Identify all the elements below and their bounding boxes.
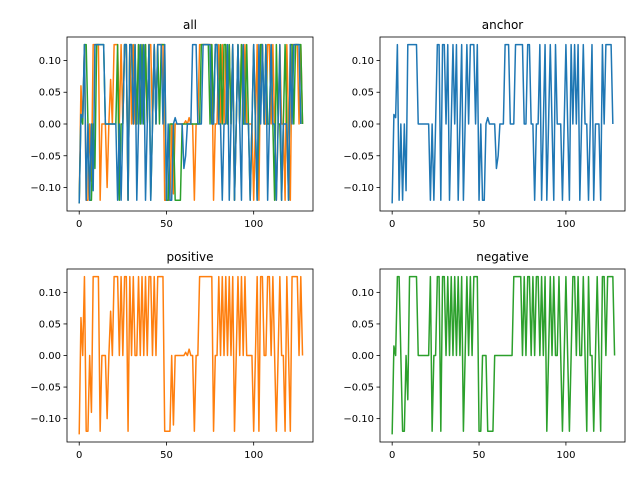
x-tick-label: 100	[556, 219, 575, 230]
series-line-anchor	[392, 45, 613, 204]
y-tick-label: 0.00	[39, 351, 61, 362]
y-tick-label: 0.05	[352, 88, 374, 99]
subplot-title: positive	[166, 250, 213, 264]
subplot-negative: 0 50 100 −0.10 −0.05 0.00 0.05 0.10 negative	[343, 250, 625, 461]
x-tick-label: 50	[473, 219, 486, 230]
y-tick-label: −0.10	[343, 414, 374, 425]
y-tick-label: 0.10	[39, 288, 61, 299]
y-tick-label: −0.10	[30, 183, 61, 194]
subplot-title: all	[183, 18, 197, 32]
x-tick-label: 50	[473, 450, 486, 461]
series-line-positive	[79, 277, 302, 435]
x-tick-label: 0	[389, 450, 395, 461]
subplot-positive: 0 50 100 −0.10 −0.05 0.00 0.05 0.10 positive	[30, 250, 313, 461]
subplot-title: negative	[476, 250, 528, 264]
y-tick-label: −0.05	[30, 151, 61, 162]
y-tick-label: −0.05	[30, 383, 61, 394]
y-tick-label: 0.05	[352, 319, 374, 330]
y-tick-label: −0.05	[343, 383, 374, 394]
y-tick-label: 0.10	[352, 56, 374, 67]
subplot-anchor: 0 50 100 −0.10 −0.05 0.00 0.05 0.10 anchor	[343, 18, 625, 230]
y-tick-label: −0.10	[30, 414, 61, 425]
x-tick-label: 100	[244, 219, 263, 230]
x-tick-label: 100	[556, 450, 575, 461]
x-tick-label: 0	[389, 219, 395, 230]
y-tick-label: 0.05	[39, 88, 61, 99]
y-tick-label: 0.10	[352, 288, 374, 299]
y-tick-label: 0.00	[39, 120, 61, 131]
y-tick-label: 0.00	[352, 351, 374, 362]
subplot-title: anchor	[482, 18, 524, 32]
x-tick-label: 50	[160, 450, 173, 461]
y-tick-label: 0.10	[39, 56, 61, 67]
y-tick-label: 0.05	[39, 319, 61, 330]
y-tick-label: 0.00	[352, 120, 374, 131]
subplot-all: 0 50 100 −0.10 −0.05 0.00 0.05 0.10 all	[30, 18, 313, 230]
x-tick-label: 100	[244, 450, 263, 461]
y-tick-label: −0.05	[343, 151, 374, 162]
x-tick-label: 50	[160, 219, 173, 230]
y-tick-label: −0.10	[343, 183, 374, 194]
series-line-negative	[392, 277, 614, 435]
x-tick-label: 0	[76, 450, 82, 461]
x-tick-label: 0	[76, 219, 82, 230]
